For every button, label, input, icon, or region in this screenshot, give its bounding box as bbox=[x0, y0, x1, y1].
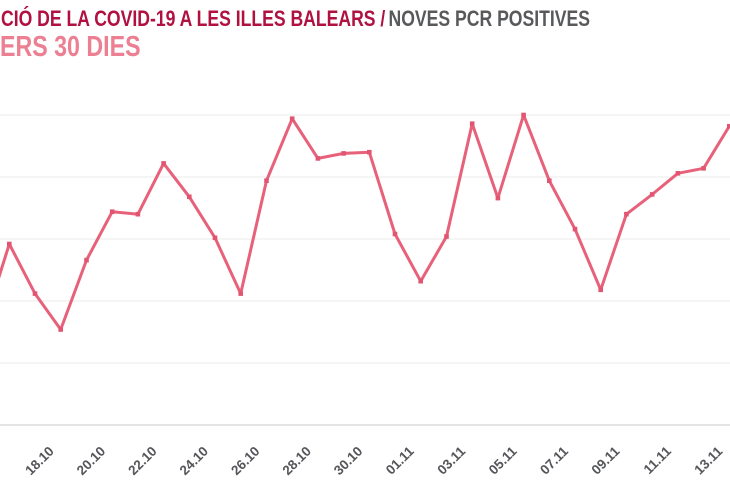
data-point bbox=[315, 156, 321, 161]
data-point bbox=[58, 327, 63, 332]
data-point bbox=[289, 116, 295, 121]
data-point bbox=[135, 211, 141, 217]
data-point bbox=[264, 178, 269, 183]
data-point bbox=[727, 123, 730, 129]
x-tick-label: 11.11 bbox=[641, 443, 675, 477]
data-point bbox=[367, 149, 372, 155]
data-point bbox=[624, 211, 629, 217]
data-point bbox=[109, 209, 115, 214]
data-point bbox=[341, 151, 346, 156]
data-point bbox=[212, 235, 218, 241]
x-tick-label: 22.10 bbox=[125, 444, 160, 479]
data-point bbox=[392, 231, 398, 237]
data-point bbox=[418, 278, 423, 284]
x-tick-label: 30.10 bbox=[331, 444, 366, 479]
chart-subtitle: ERS 30 DIES bbox=[0, 31, 141, 63]
data-point bbox=[572, 226, 578, 232]
data-point bbox=[238, 291, 243, 296]
data-point bbox=[675, 171, 681, 176]
series-line bbox=[0, 113, 730, 331]
data-point bbox=[701, 166, 706, 171]
data-point bbox=[469, 121, 475, 126]
data-point bbox=[84, 257, 89, 263]
x-tick-label: 26.10 bbox=[228, 444, 263, 479]
x-tick-label: 13.11 bbox=[691, 443, 725, 477]
data-point bbox=[444, 234, 449, 239]
data-point bbox=[547, 178, 552, 183]
data-point bbox=[598, 287, 603, 293]
x-tick-label: 20.10 bbox=[74, 444, 109, 479]
data-point bbox=[161, 161, 166, 166]
data-point bbox=[187, 194, 192, 200]
x-tick-label: 28.10 bbox=[280, 444, 315, 479]
x-tick-label: 09.11 bbox=[589, 443, 623, 477]
x-tick-label: 07.11 bbox=[537, 443, 571, 477]
data-point bbox=[649, 192, 655, 197]
data-point bbox=[32, 291, 38, 296]
x-tick-label: 18.10 bbox=[22, 444, 57, 479]
data-point bbox=[495, 195, 501, 201]
x-tick-label: 24.10 bbox=[177, 444, 212, 479]
chart-title-rest: NOVES PCR POSITIVES bbox=[388, 6, 590, 31]
x-tick-label: 01.11 bbox=[383, 443, 417, 477]
chart-title-highlight: CIÓ DE LA COVID-19 A LES ILLES BALEARS / bbox=[1, 6, 386, 31]
chart-title: CIÓ DE LA COVID-19 A LES ILLES BALEARS /… bbox=[1, 6, 590, 32]
x-tick-label: 05.11 bbox=[486, 443, 520, 477]
data-point bbox=[521, 112, 526, 118]
x-tick-label: 03.11 bbox=[434, 443, 468, 477]
data-point bbox=[7, 241, 12, 247]
